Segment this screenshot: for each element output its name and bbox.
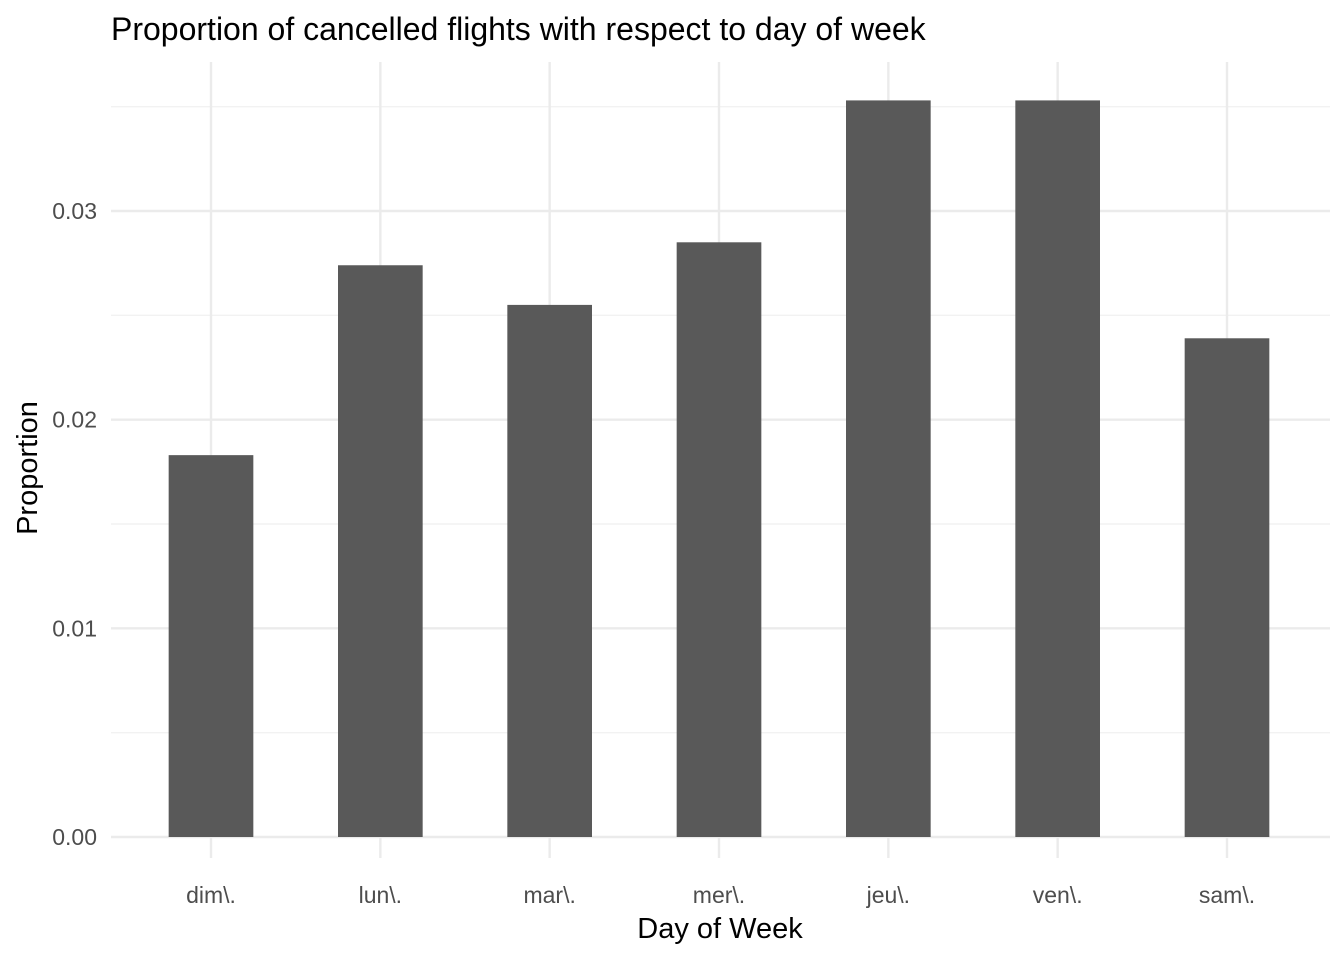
y-tick-label-2: 0.02 bbox=[52, 407, 97, 433]
y-tick-label-1: 0.01 bbox=[52, 615, 97, 641]
x-tick-label-6: sam\. bbox=[1199, 882, 1255, 908]
bar-3 bbox=[676, 242, 762, 838]
bar-6 bbox=[1184, 338, 1270, 837]
bar-4 bbox=[846, 100, 931, 837]
y-axis-title: Proportion bbox=[12, 401, 44, 535]
bar-0 bbox=[168, 455, 254, 837]
bar-1 bbox=[338, 265, 423, 838]
bar-2 bbox=[507, 304, 592, 837]
x-tick-label-0: dim\. bbox=[186, 882, 236, 908]
x-axis-title: Day of Week bbox=[637, 913, 803, 945]
y-tick-label-0: 0.00 bbox=[52, 824, 97, 850]
x-tick-label-1: lun\. bbox=[359, 882, 402, 908]
chart-title: Proportion of cancelled flights with res… bbox=[111, 11, 927, 47]
x-tick-label-3: mer\. bbox=[693, 882, 745, 908]
bar-5 bbox=[1015, 100, 1100, 837]
x-axis-ticks: dim\. lun\. mar\. mer\. jeu\. ven\. sam\. bbox=[186, 882, 1255, 908]
x-tick-label-2: mar\. bbox=[523, 882, 575, 908]
y-axis-ticks: 0.00 0.01 0.02 0.03 bbox=[52, 198, 97, 850]
bars bbox=[168, 100, 1270, 838]
y-tick-label-3: 0.03 bbox=[52, 198, 97, 224]
x-tick-label-4: jeu\. bbox=[866, 882, 910, 908]
x-tick-label-5: ven\. bbox=[1033, 882, 1083, 908]
